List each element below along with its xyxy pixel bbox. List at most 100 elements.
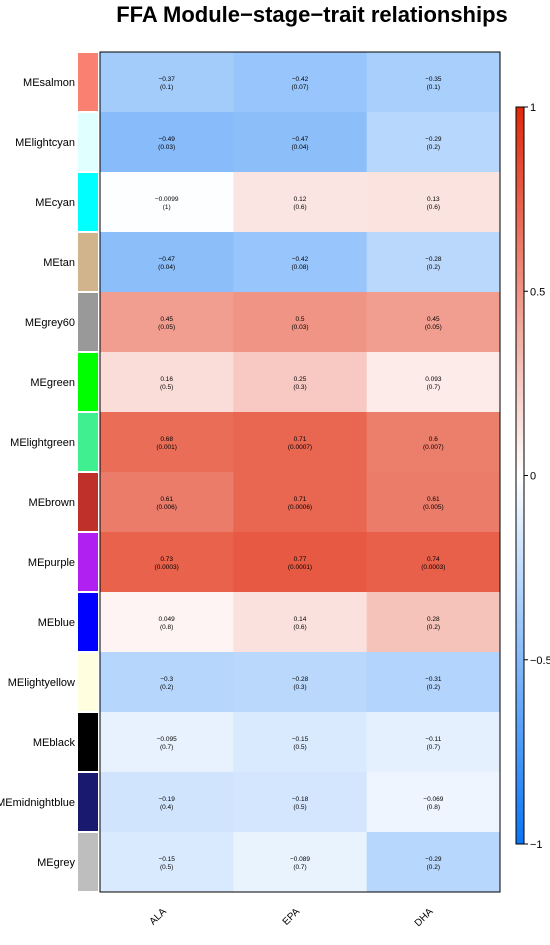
heatmap-cell	[233, 592, 368, 653]
cell-pvalue-label: (0.05)	[425, 324, 442, 331]
cell-correlation-label: 0.73	[160, 556, 173, 563]
heatmap-cell	[100, 652, 234, 713]
heatmap-cell	[100, 772, 234, 833]
column-label: EPA	[281, 906, 303, 928]
cell-correlation-label: 0.45	[160, 316, 173, 323]
heatmap-cell	[100, 232, 234, 293]
cell-correlation-label: 0.61	[160, 496, 173, 503]
colorbar	[515, 106, 525, 845]
cell-correlation-label: −0.31	[425, 676, 442, 683]
cell-pvalue-label: (0.0003)	[421, 564, 445, 571]
plot-frame	[99, 51, 501, 893]
heatmap-cell	[366, 52, 501, 113]
cell-correlation-label: −0.35	[425, 76, 442, 83]
column-label: ALA	[148, 906, 169, 927]
heatmap-cell	[366, 712, 501, 773]
cell-correlation-label: 0.25	[294, 376, 307, 383]
cell-pvalue-label: (0.04)	[158, 264, 175, 271]
module-color-swatch	[78, 413, 98, 471]
cell-correlation-label: −0.089	[290, 856, 310, 863]
cell-correlation-label: −0.49	[158, 136, 175, 143]
cell-correlation-label: 0.093	[425, 376, 442, 383]
cell-pvalue-label: (0.5)	[160, 864, 173, 871]
row-label: MEblack	[33, 737, 76, 749]
module-color-swatch	[78, 53, 98, 111]
cell-correlation-label: −0.095	[157, 736, 177, 743]
heatmap-cell	[100, 832, 234, 893]
heatmap-cell	[100, 532, 234, 593]
cell-correlation-label: −0.37	[158, 76, 175, 83]
heatmap-cell	[100, 712, 234, 773]
heatmap-cell	[366, 232, 501, 293]
cell-correlation-label: −0.15	[158, 856, 175, 863]
cell-pvalue-label: (1)	[163, 204, 171, 211]
heatmap-cell	[100, 592, 234, 653]
cell-pvalue-label: (0.7)	[427, 744, 440, 751]
heatmap-cell	[233, 412, 368, 473]
colorbar-tick-label: −1	[530, 839, 543, 851]
heatmap-cell	[366, 172, 501, 233]
heatmap-cell	[233, 652, 368, 713]
heatmap-cell	[233, 292, 368, 353]
heatmap-cell	[233, 52, 368, 113]
cell-correlation-label: −0.3	[160, 676, 173, 683]
cell-pvalue-label: (0.2)	[427, 624, 440, 631]
heatmap-cell	[100, 352, 234, 413]
cell-correlation-label: 0.28	[427, 616, 440, 623]
cell-correlation-label: −0.11	[425, 736, 441, 743]
heatmap-cell	[233, 712, 368, 773]
heatmap-cell	[233, 772, 368, 833]
cell-pvalue-label: (0.5)	[160, 384, 173, 391]
cell-pvalue-label: (0.001)	[156, 444, 177, 451]
cell-correlation-label: −0.47	[292, 136, 309, 143]
chart-title: FFA Module−stage−trait relationships	[116, 2, 508, 27]
cell-pvalue-label: (0.04)	[292, 144, 309, 151]
cell-pvalue-label: (0.2)	[427, 684, 440, 691]
cell-pvalue-label: (0.0007)	[288, 444, 312, 451]
module-color-swatch	[78, 173, 98, 231]
cell-correlation-label: 0.45	[427, 316, 440, 323]
heatmap-cell	[366, 592, 501, 653]
cell-pvalue-label: (0.006)	[156, 504, 177, 511]
cell-pvalue-label: (0.5)	[293, 804, 306, 811]
cell-correlation-label: −0.42	[292, 76, 309, 83]
cell-correlation-label: 0.14	[294, 616, 307, 623]
colorbar-tick-label: −0.5	[530, 655, 550, 667]
heatmap-cell	[366, 412, 501, 473]
heatmap-cell	[233, 472, 368, 533]
cell-correlation-label: −0.15	[292, 736, 309, 743]
colorbar-tick-label: 1	[530, 102, 536, 114]
heatmap-cell	[366, 772, 501, 833]
cell-correlation-label: −0.47	[158, 256, 175, 263]
cell-correlation-label: 0.71	[294, 496, 307, 503]
heatmap-cell	[366, 652, 501, 713]
heatmap-cell	[366, 292, 501, 353]
module-color-swatch	[78, 593, 98, 651]
heatmap-cell	[366, 472, 501, 533]
cell-pvalue-label: (0.8)	[160, 624, 173, 631]
cell-correlation-label: 0.6	[429, 436, 438, 443]
cell-pvalue-label: (0.007)	[423, 444, 444, 451]
module-color-swatch	[78, 653, 98, 711]
row-label: MEmidnightblue	[0, 797, 75, 809]
cell-correlation-label: −0.18	[292, 796, 309, 803]
row-label: MEblue	[38, 617, 75, 629]
colorbar-tick-label: 0.5	[530, 286, 545, 298]
cell-pvalue-label: (0.6)	[427, 204, 440, 211]
cell-pvalue-label: (0.7)	[160, 744, 173, 751]
module-color-swatch	[78, 773, 98, 831]
cell-correlation-label: −0.29	[425, 856, 442, 863]
cell-pvalue-label: (0.8)	[427, 804, 440, 811]
cell-pvalue-label: (0.2)	[427, 264, 440, 271]
row-label: MEpurple	[28, 557, 75, 569]
cell-correlation-label: 0.61	[427, 496, 440, 503]
module-color-swatch	[78, 833, 98, 891]
column-label: DHA	[413, 906, 436, 929]
heatmap-cell	[100, 292, 234, 353]
heatmap-cell	[100, 112, 234, 173]
cell-correlation-label: 0.74	[427, 556, 440, 563]
cell-correlation-label: −0.28	[425, 256, 442, 263]
row-label: MEbrown	[29, 497, 75, 509]
cell-pvalue-label: (0.3)	[293, 384, 306, 391]
